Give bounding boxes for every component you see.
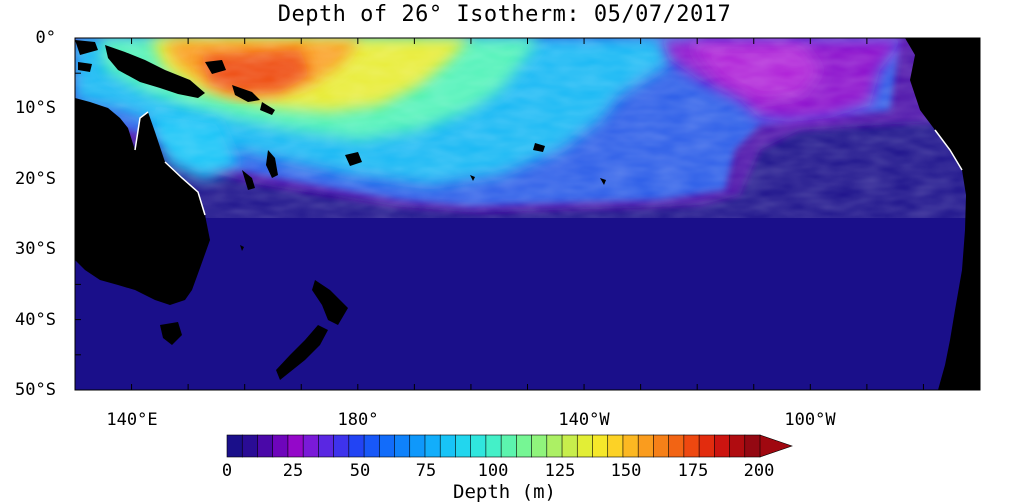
map-title: Depth of 26° Isotherm: 05/07/2017 <box>277 2 732 27</box>
y-tick-label: 50°S <box>15 380 56 400</box>
colorbar-swatch <box>485 434 502 458</box>
new-zealand-south <box>276 325 328 380</box>
colorbar-tick: 200 <box>743 461 775 481</box>
map-plot-area <box>75 38 980 390</box>
colorbar-tick: 175 <box>677 461 709 481</box>
y-tick-label: 10°S <box>15 98 56 118</box>
colorbar-tick: 25 <box>282 461 304 481</box>
colorbar-swatch <box>744 434 761 458</box>
colorbar-swatch <box>272 434 289 458</box>
colorbar-swatch <box>637 434 655 458</box>
colorbar-swatch <box>241 434 259 458</box>
x-tick-label: 100°W <box>784 410 836 430</box>
colorbar-tick: 0 <box>221 461 233 481</box>
colorbar-swatch <box>394 434 411 458</box>
colorbar-swatch <box>226 434 243 458</box>
colorbar <box>226 434 793 458</box>
colorbar-swatch <box>668 434 685 458</box>
colorbar-swatch <box>714 434 731 458</box>
new-zealand-north <box>312 280 348 325</box>
colorbar-swatch <box>531 434 548 458</box>
colorbar-swatch <box>622 434 639 458</box>
australia <box>75 98 210 305</box>
colorbar-swatch <box>698 434 715 458</box>
coast-fringe <box>134 111 963 216</box>
colorbar-swatch <box>409 434 426 458</box>
colorbar-swatch <box>546 434 563 458</box>
solomon-islands <box>205 60 226 74</box>
colorbar-swatch <box>729 434 746 458</box>
land-masses <box>75 38 980 390</box>
colorbar-swatch <box>683 434 700 458</box>
colorbar-tick: 150 <box>610 461 642 481</box>
colorbar-swatch <box>561 434 578 458</box>
colorbar-swatch <box>653 434 670 458</box>
colorbar-swatch <box>439 434 457 458</box>
y-tick-label: 30°S <box>15 239 56 259</box>
colorbar-swatch <box>287 434 304 458</box>
colorbar-swatch <box>607 434 624 458</box>
colorbar-swatch <box>363 434 380 458</box>
colorbar-tick: 75 <box>415 461 437 481</box>
colorbar-label: Depth (m) <box>453 481 556 503</box>
colorbar-swatch <box>318 434 335 458</box>
depth-field <box>75 38 980 218</box>
colorbar-swatch <box>424 434 441 458</box>
map-frame <box>74 37 981 391</box>
y-tick-label: 0° <box>35 28 56 48</box>
x-tick-label: 140°W <box>558 410 610 430</box>
colorbar-swatch <box>378 434 396 458</box>
x-tick-label: 180° <box>337 410 379 430</box>
colorbar-swatch <box>257 434 274 458</box>
colorbar-tick: 125 <box>544 461 576 481</box>
colorbar-swatch <box>592 434 609 458</box>
colorbar-swatch <box>302 434 319 458</box>
y-tick-label: 20°S <box>15 169 56 189</box>
colorbar-swatch <box>348 434 365 458</box>
colorbar-swatch <box>516 434 533 458</box>
colorbar-tick: 100 <box>477 461 509 481</box>
south-america <box>905 38 980 390</box>
colorbar-swatch <box>455 434 472 458</box>
colorbar-swatch <box>576 434 594 458</box>
new-guinea <box>105 45 205 98</box>
tasmania <box>160 322 182 345</box>
colorbar-swatch <box>333 434 350 458</box>
colorbar-swatch <box>470 434 487 458</box>
colorbar-tick: 50 <box>349 461 371 481</box>
colorbar-swatch <box>500 434 517 458</box>
x-tick-label: 140°E <box>106 410 158 430</box>
y-tick-label: 40°S <box>15 310 56 330</box>
colorbar-extend-arrow <box>759 434 793 458</box>
